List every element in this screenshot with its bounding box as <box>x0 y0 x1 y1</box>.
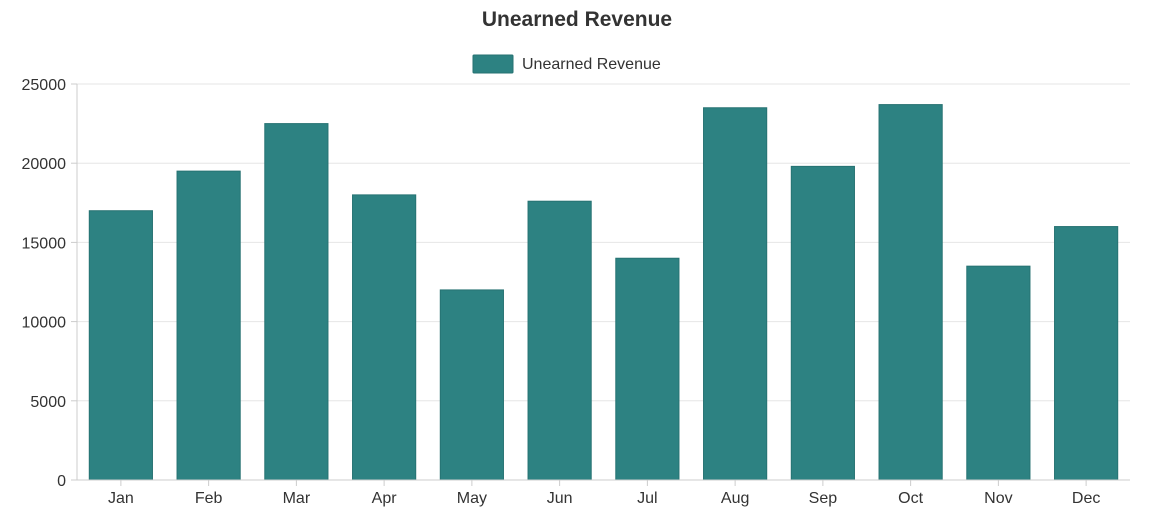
x-tick-label: Mar <box>283 490 311 507</box>
x-tick-label: Aug <box>721 490 749 507</box>
bar-aug[interactable] <box>703 107 768 481</box>
chart-title: Unearned Revenue <box>482 8 672 31</box>
bar-jan[interactable] <box>88 210 153 481</box>
gridlines <box>77 83 1130 402</box>
bar-mar[interactable] <box>264 123 329 481</box>
x-tick-label: Jun <box>547 490 573 507</box>
legend-swatch[interactable] <box>472 54 514 74</box>
bar-nov[interactable] <box>966 265 1031 481</box>
x-tick-label: Nov <box>984 490 1012 507</box>
bar-may[interactable] <box>439 289 504 481</box>
x-tick-label: Jul <box>637 490 657 507</box>
bars <box>88 104 1119 481</box>
x-tick-label: Sep <box>809 490 838 507</box>
x-tick-label: May <box>457 490 487 507</box>
y-tick-label: 10000 <box>22 315 67 332</box>
x-axis-ticks: Jan Feb Mar Apr May Jun Jul Aug Sep Oct Nov Dec <box>108 480 1100 507</box>
bar-apr[interactable] <box>352 194 417 481</box>
y-tick-label: 0 <box>57 473 66 490</box>
bar-oct[interactable] <box>878 104 943 481</box>
x-tick-label: Feb <box>195 490 223 507</box>
x-tick-label: Apr <box>372 490 398 507</box>
y-tick-label: 15000 <box>22 235 67 252</box>
y-tick-label: 20000 <box>22 156 67 173</box>
bar-jun[interactable] <box>527 200 592 481</box>
legend-label[interactable]: Unearned Revenue <box>522 56 661 73</box>
y-tick-label: 25000 <box>22 77 67 94</box>
bar-jul[interactable] <box>615 257 680 481</box>
legend[interactable]: Unearned Revenue <box>472 54 661 74</box>
x-tick-label: Jan <box>108 490 134 507</box>
bar-dec[interactable] <box>1054 226 1119 481</box>
y-axis-ticks: 0 5000 10000 15000 20000 25000 <box>22 77 77 490</box>
y-tick-label: 5000 <box>30 394 66 411</box>
x-tick-label: Oct <box>898 490 923 507</box>
axes <box>76 84 1130 481</box>
bar-sep[interactable] <box>790 165 855 481</box>
bar-feb[interactable] <box>176 170 241 481</box>
x-tick-label: Dec <box>1072 490 1100 507</box>
